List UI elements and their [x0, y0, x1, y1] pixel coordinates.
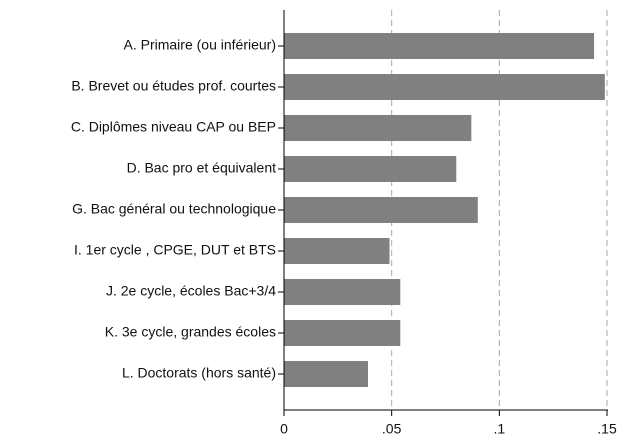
y-tick-label: C. Diplômes niveau CAP ou BEP — [71, 119, 276, 135]
bar — [284, 361, 368, 387]
bar — [284, 320, 401, 346]
y-tick-label: J. 2e cycle, écoles Bac+3/4 — [106, 283, 276, 299]
x-tick-label: .15 — [597, 421, 617, 437]
y-tick-label: A. Primaire (ou inférieur) — [124, 37, 277, 53]
y-tick-label: B. Brevet ou études prof. courtes — [71, 78, 276, 94]
x-tick-label: .05 — [382, 421, 402, 437]
bar — [284, 238, 390, 264]
bar — [284, 197, 478, 223]
bar — [284, 279, 401, 305]
bar — [284, 156, 457, 182]
bar — [284, 115, 472, 141]
x-tick-label: .1 — [493, 421, 505, 437]
bar — [284, 74, 605, 100]
y-tick-label: I. 1er cycle , CPGE, DUT et BTS — [74, 242, 276, 258]
bar — [284, 33, 595, 59]
y-tick-label: L. Doctorats (hors santé) — [122, 365, 276, 381]
y-tick-label: K. 3e cycle, grandes écoles — [105, 324, 276, 340]
y-tick-label: G. Bac général ou technologique — [72, 201, 276, 217]
x-tick-label: 0 — [280, 421, 288, 437]
y-tick-label: D. Bac pro et équivalent — [127, 160, 277, 176]
